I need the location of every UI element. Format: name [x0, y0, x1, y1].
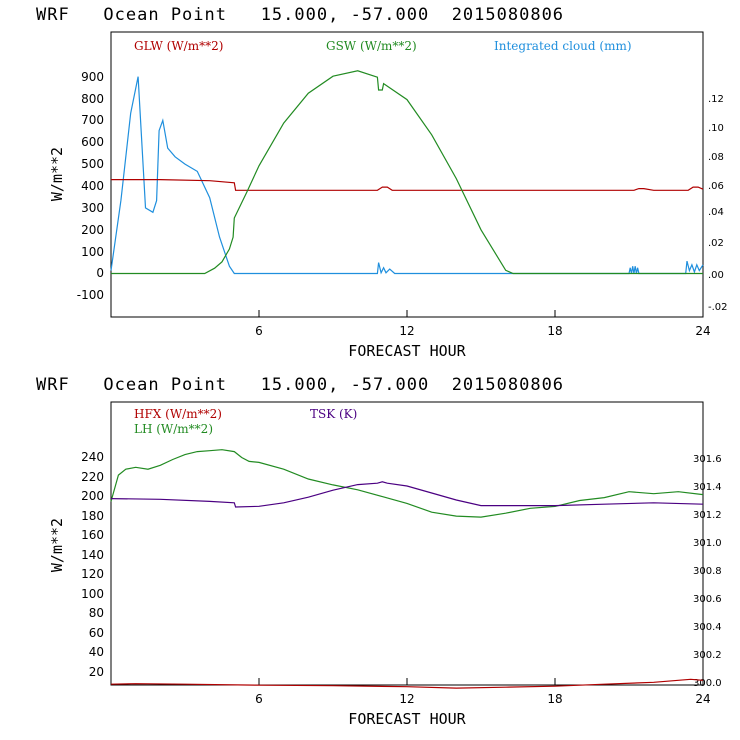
chart-1-xtick-18: 18: [547, 324, 562, 338]
chart-2-y2tick-301-2: 301.2: [693, 510, 722, 521]
chart-2-ytick-60: 60: [89, 626, 104, 640]
chart-2-y2tick-301-4: 301.4: [693, 482, 722, 493]
chart-1-ytick-700: 700: [81, 113, 104, 127]
chart-2-xlabel: FORECAST HOUR: [348, 710, 466, 728]
chart-1-xtick-6: 6: [255, 324, 263, 338]
chart-2-ytick-100: 100: [81, 587, 104, 601]
chart-1-y2tick-10: .10: [708, 123, 724, 134]
chart-2-xticks: 6 12 18 24: [255, 692, 710, 706]
chart-1-ytick-300: 300: [81, 201, 104, 215]
chart-2-title: WRF Ocean Point 15.000, -57.000 20150808…: [36, 375, 564, 395]
chart-1-y2tick-04: .04: [708, 207, 724, 218]
chart-1-ytick-100: 100: [81, 245, 104, 259]
chart-1-legend-cloud: Integrated cloud (mm): [494, 39, 632, 53]
chart-2-y2tick-300-0: 300.0: [693, 678, 722, 689]
chart-2: WRF Ocean Point 15.000, -57.000 20150808…: [36, 375, 722, 728]
chart-2-series-hfx: [110, 678, 704, 689]
chart-1-ytick-500: 500: [81, 157, 104, 171]
chart-1-y2ticks: -.02 .00 .02 .04 .06 .08 .10 .12: [708, 94, 728, 313]
chart-1-ytick-600: 600: [81, 135, 104, 149]
chart-2-yticks: 20 40 60 80 100 120 140 160 180 200 220 …: [81, 450, 104, 679]
chart-2-ytick-20: 20: [89, 665, 104, 679]
chart-2-y2tick-300-8: 300.8: [693, 566, 722, 577]
chart-1-title: WRF Ocean Point 15.000, -57.000 20150808…: [36, 5, 564, 25]
chart-2-ytick-200: 200: [81, 489, 104, 503]
chart-2-y2tick-301-0: 301.0: [693, 538, 722, 549]
chart-2-ytick-160: 160: [81, 528, 104, 542]
chart-2-y2tick-300-2: 300.2: [693, 650, 722, 661]
chart-2-xtick-18: 18: [547, 692, 562, 706]
chart-2-ytick-120: 120: [81, 567, 104, 581]
chart-1-series-glw: [111, 179, 704, 191]
chart-2-legend-lh: LH (W/m**2): [134, 422, 213, 436]
chart-2-ytick-40: 40: [89, 645, 104, 659]
chart-2-tickmarks: [258, 678, 556, 685]
chart-1-frame: [110, 31, 704, 318]
chart-1-plot-area: [110, 70, 704, 275]
chart-1-xlabel: FORECAST HOUR: [348, 342, 466, 360]
chart-2-ylabel: W/m**2: [48, 518, 66, 572]
chart-2-series-lh: [110, 449, 704, 518]
chart-1-y2tick-08: .08: [708, 152, 724, 163]
chart-1-ytick-0: 0: [96, 266, 104, 280]
chart-1-xticks: 6 12 18 24: [255, 324, 710, 338]
chart-2-y2tick-300-6: 300.6: [693, 594, 722, 605]
chart-1-y2tick-06: .06: [708, 181, 724, 192]
chart-1: WRF Ocean Point 15.000, -57.000 20150808…: [36, 5, 728, 360]
chart-1-ytick-m100: -100: [77, 288, 104, 302]
chart-1-y2tick-12: .12: [708, 94, 724, 105]
chart-2-ytick-180: 180: [81, 509, 104, 523]
chart-1-y2tick-m02: -.02: [708, 302, 728, 313]
chart-1-xtick-24: 24: [695, 324, 710, 338]
chart-1-ytick-400: 400: [81, 179, 104, 193]
chart-1-xtick-12: 12: [399, 324, 414, 338]
chart-2-frame: [110, 401, 704, 686]
chart-1-y2tick-00: .00: [708, 270, 724, 281]
chart-1-series-cloud: [110, 76, 704, 275]
chart-2-y2tick-300-4: 300.4: [693, 622, 722, 633]
chart-2-ytick-140: 140: [81, 548, 104, 562]
chart-2-y2ticks: 300.0 300.2 300.4 300.6 300.8 301.0 301.…: [693, 454, 722, 689]
chart-2-ytick-240: 240: [81, 450, 104, 464]
chart-2-plot-area: [110, 449, 704, 689]
chart-1-legend-glw: GLW (W/m**2): [134, 39, 223, 53]
chart-1-y2tick-02: .02: [708, 238, 724, 249]
chart-2-ytick-80: 80: [89, 606, 104, 620]
chart-2-legend-tsk: TSK (K): [310, 407, 357, 421]
chart-2-y2tick-301-6: 301.6: [693, 454, 722, 465]
chart-1-tickmarks: [258, 310, 556, 317]
chart-1-ytick-200: 200: [81, 223, 104, 237]
chart-1-ytick-900: 900: [81, 70, 104, 84]
chart-1-series-gsw: [111, 70, 703, 275]
chart-2-legend-hfx: HFX (W/m**2): [134, 407, 222, 421]
chart-1-yticks: -100 0 100 200 300 400 500 600 700 800 9…: [77, 70, 104, 302]
chart-1-legend-gsw: GSW (W/m**2): [326, 39, 417, 53]
chart-1-ylabel: W/m**2: [48, 147, 66, 201]
chart-2-series-tsk: [110, 481, 704, 508]
chart-2-xtick-24: 24: [695, 692, 710, 706]
chart-2-xtick-12: 12: [399, 692, 414, 706]
chart-1-ytick-800: 800: [81, 92, 104, 106]
chart-2-ytick-220: 220: [81, 470, 104, 484]
chart-2-xtick-6: 6: [255, 692, 263, 706]
